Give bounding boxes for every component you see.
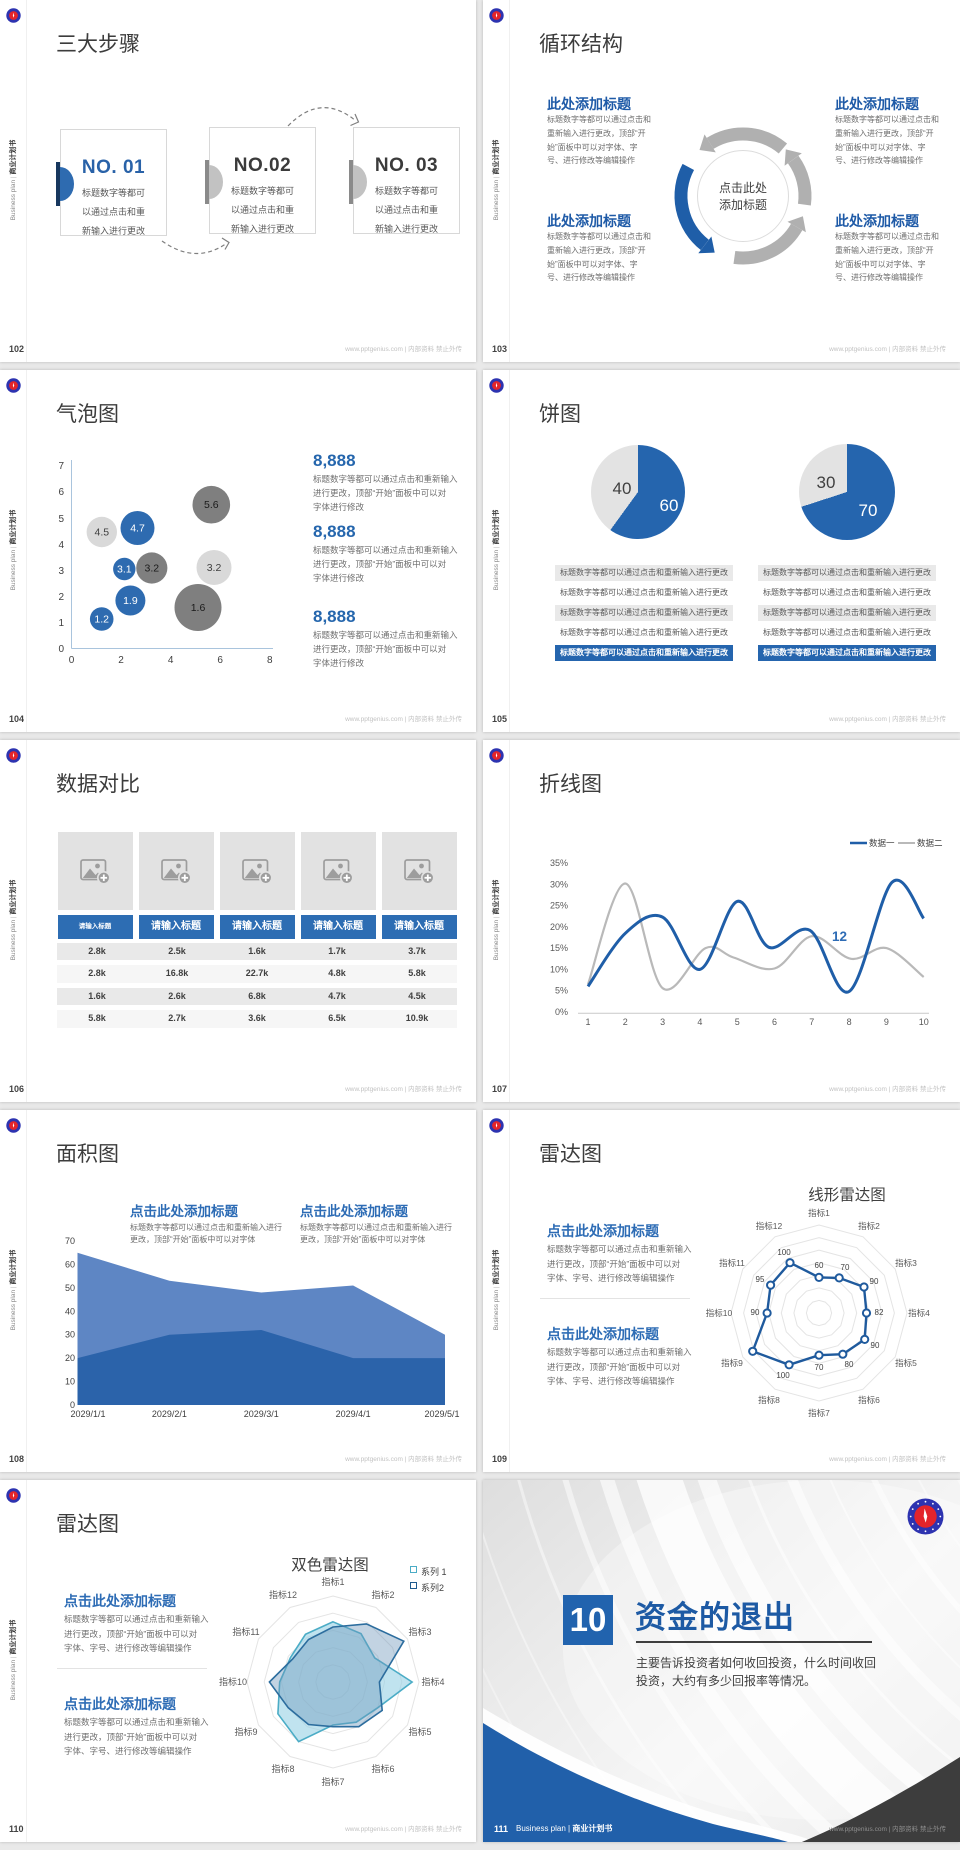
svg-text:35%: 35% [550, 858, 568, 868]
svg-text:9: 9 [884, 1017, 889, 1027]
svg-text:4: 4 [697, 1017, 702, 1027]
svg-text:4.7: 4.7 [130, 523, 145, 535]
svg-text:指标1: 指标1 [321, 1576, 344, 1587]
svg-text:8: 8 [847, 1017, 852, 1027]
svg-text:4: 4 [58, 540, 64, 551]
svg-text:2: 2 [623, 1017, 628, 1027]
svg-text:3: 3 [660, 1017, 665, 1027]
svg-text:0: 0 [58, 644, 64, 655]
svg-text:40: 40 [65, 1306, 75, 1316]
svg-text:指标2: 指标2 [858, 1221, 880, 1231]
svg-text:2029/4/1: 2029/4/1 [336, 1409, 371, 1419]
svg-text:指标9: 指标9 [234, 1726, 257, 1737]
svg-text:5: 5 [58, 514, 64, 525]
svg-text:数据一: 数据一 [869, 838, 895, 848]
svg-text:5%: 5% [555, 986, 568, 996]
svg-text:指标2: 指标2 [371, 1589, 394, 1600]
svg-text:3.2: 3.2 [144, 563, 159, 575]
svg-text:4.5: 4.5 [94, 527, 109, 539]
svg-text:7: 7 [58, 461, 64, 472]
svg-text:70: 70 [815, 1363, 824, 1372]
svg-text:1: 1 [585, 1017, 590, 1027]
svg-text:90: 90 [870, 1277, 879, 1286]
svg-text:5: 5 [735, 1017, 740, 1027]
svg-text:30: 30 [65, 1330, 75, 1340]
svg-text:7: 7 [809, 1017, 814, 1027]
svg-text:2029/3/1: 2029/3/1 [244, 1409, 279, 1419]
svg-text:70: 70 [841, 1263, 850, 1272]
svg-text:100: 100 [776, 1371, 790, 1380]
svg-text:50: 50 [65, 1283, 75, 1293]
svg-text:0: 0 [70, 1400, 75, 1410]
svg-text:8: 8 [267, 655, 273, 666]
svg-text:100: 100 [777, 1248, 791, 1257]
svg-text:25%: 25% [550, 901, 568, 911]
svg-text:4: 4 [168, 655, 174, 666]
svg-text:15%: 15% [550, 943, 568, 953]
svg-text:指标10: 指标10 [706, 1308, 733, 1318]
svg-text:指标8: 指标8 [271, 1763, 294, 1774]
svg-text:80: 80 [845, 1360, 854, 1369]
svg-text:1.9: 1.9 [123, 595, 138, 607]
svg-text:指标12: 指标12 [269, 1589, 297, 1600]
svg-text:2029/1/1: 2029/1/1 [70, 1409, 105, 1419]
svg-text:10: 10 [919, 1017, 929, 1027]
svg-text:6: 6 [772, 1017, 777, 1027]
svg-text:数据二: 数据二 [917, 838, 943, 848]
svg-text:指标5: 指标5 [408, 1726, 431, 1737]
svg-text:指标11: 指标11 [719, 1258, 745, 1268]
svg-text:指标4: 指标4 [421, 1676, 444, 1687]
svg-text:12: 12 [832, 929, 847, 944]
svg-text:2029/5/1: 2029/5/1 [424, 1409, 459, 1419]
svg-text:60: 60 [815, 1261, 824, 1270]
svg-text:1: 1 [58, 618, 64, 629]
svg-text:指标10: 指标10 [219, 1676, 247, 1687]
svg-text:指标7: 指标7 [808, 1408, 830, 1418]
svg-text:82: 82 [875, 1308, 884, 1317]
svg-text:6: 6 [217, 655, 223, 666]
svg-text:指标4: 指标4 [908, 1308, 930, 1318]
svg-text:60: 60 [65, 1259, 75, 1269]
svg-text:10: 10 [65, 1377, 75, 1387]
svg-text:5.6: 5.6 [204, 499, 219, 511]
svg-text:30%: 30% [550, 880, 568, 890]
svg-text:0: 0 [69, 655, 75, 666]
svg-text:3: 3 [58, 566, 64, 577]
svg-text:指标3: 指标3 [408, 1626, 431, 1637]
svg-text:90: 90 [751, 1308, 760, 1317]
svg-text:指标1: 指标1 [808, 1208, 830, 1218]
svg-text:20: 20 [65, 1353, 75, 1363]
svg-text:3.1: 3.1 [117, 564, 132, 576]
svg-text:指标3: 指标3 [895, 1258, 917, 1268]
svg-text:95: 95 [756, 1275, 765, 1284]
svg-text:指标7: 指标7 [321, 1776, 344, 1787]
svg-text:2029/2/1: 2029/2/1 [152, 1409, 187, 1419]
svg-text:70: 70 [65, 1236, 75, 1246]
svg-text:指标9: 指标9 [721, 1358, 743, 1368]
svg-text:3.2: 3.2 [207, 562, 222, 574]
svg-text:90: 90 [871, 1341, 880, 1350]
svg-text:10%: 10% [550, 965, 568, 975]
svg-text:2: 2 [118, 655, 124, 666]
svg-text:指标8: 指标8 [758, 1395, 780, 1405]
svg-text:2: 2 [58, 592, 64, 603]
svg-text:指标5: 指标5 [895, 1358, 917, 1368]
svg-text:20%: 20% [550, 922, 568, 932]
svg-text:指标12: 指标12 [756, 1221, 783, 1231]
svg-text:指标6: 指标6 [371, 1763, 394, 1774]
svg-text:6: 6 [58, 487, 64, 498]
svg-text:指标11: 指标11 [232, 1626, 259, 1637]
svg-text:0%: 0% [555, 1007, 568, 1017]
svg-text:1.6: 1.6 [191, 602, 206, 614]
svg-text:1.2: 1.2 [94, 614, 109, 626]
svg-text:指标6: 指标6 [858, 1395, 880, 1405]
